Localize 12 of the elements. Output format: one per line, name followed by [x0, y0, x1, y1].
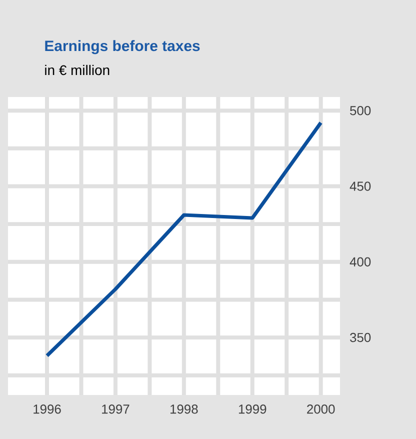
y-tick-label: 400 — [350, 257, 371, 266]
line-series — [45, 120, 323, 358]
chart-title: Earnings before taxes — [45, 40, 200, 54]
x-tick-label: 1999 — [238, 404, 266, 414]
x-tick-label: 1997 — [102, 404, 130, 414]
x-tick-label: 2000 — [307, 404, 335, 414]
y-tick-label: 350 — [350, 332, 371, 342]
y-tick-label: 500 — [350, 106, 371, 116]
chart-subtitle: in € million — [45, 64, 110, 76]
y-tick-label: 450 — [350, 182, 371, 191]
x-tick-label: 1996 — [34, 404, 61, 414]
x-tick-label: 1998 — [170, 404, 198, 414]
